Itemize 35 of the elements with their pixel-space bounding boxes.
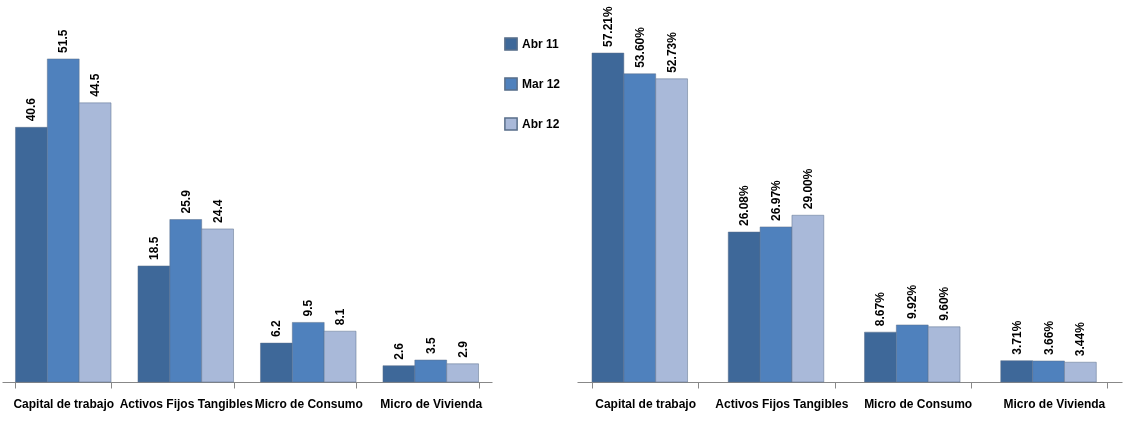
data-label: 3.71% xyxy=(1009,320,1024,355)
data-label: 3.44% xyxy=(1073,321,1088,357)
data-label: 8.1 xyxy=(333,308,348,326)
legend-label: Abr 11 xyxy=(522,37,560,51)
data-label: 9.60% xyxy=(937,286,952,321)
data-label: 8.67% xyxy=(873,291,888,327)
x-tick-label: Activos Fijos Tangibles xyxy=(119,396,254,411)
data-label: 53.60% xyxy=(632,26,647,68)
x-tick-label: Micro de Consumo xyxy=(254,396,363,411)
x-tick-label: Micro de Vivienda xyxy=(380,396,483,411)
legend-label: Abr 12 xyxy=(522,117,560,131)
x-tick-label: Activos Fijos Tangibles xyxy=(715,396,849,411)
x-tick-label: Capital de trabajo xyxy=(13,396,115,411)
legend-label: Mar 12 xyxy=(522,77,561,91)
data-label: 9.92% xyxy=(905,284,920,319)
data-label: 52.73% xyxy=(664,31,679,73)
data-label: 51.5 xyxy=(56,29,71,53)
x-tick-label: Micro de Vivienda xyxy=(1003,396,1106,411)
data-label: 25.9 xyxy=(178,189,193,214)
data-label: 26.08% xyxy=(737,185,752,227)
data-label: 18.5 xyxy=(146,236,161,260)
data-label: 6.2 xyxy=(269,320,284,338)
data-label: 9.5 xyxy=(301,299,316,317)
data-label: 40.6 xyxy=(24,97,39,122)
data-label: 44.5 xyxy=(88,73,103,97)
data-label: 3.66% xyxy=(1041,320,1056,355)
data-label: 24.4 xyxy=(210,199,225,223)
data-label: 26.97% xyxy=(769,179,784,221)
data-label: 3.5 xyxy=(423,337,438,355)
data-label: 29.00% xyxy=(800,168,815,210)
x-tick-label: Micro de Consumo xyxy=(864,396,973,411)
data-label: 2.9 xyxy=(455,340,470,358)
x-tick-label: Capital de trabajo xyxy=(595,396,696,411)
data-label: 57.21% xyxy=(600,6,615,48)
data-label: 2.6 xyxy=(391,342,406,360)
